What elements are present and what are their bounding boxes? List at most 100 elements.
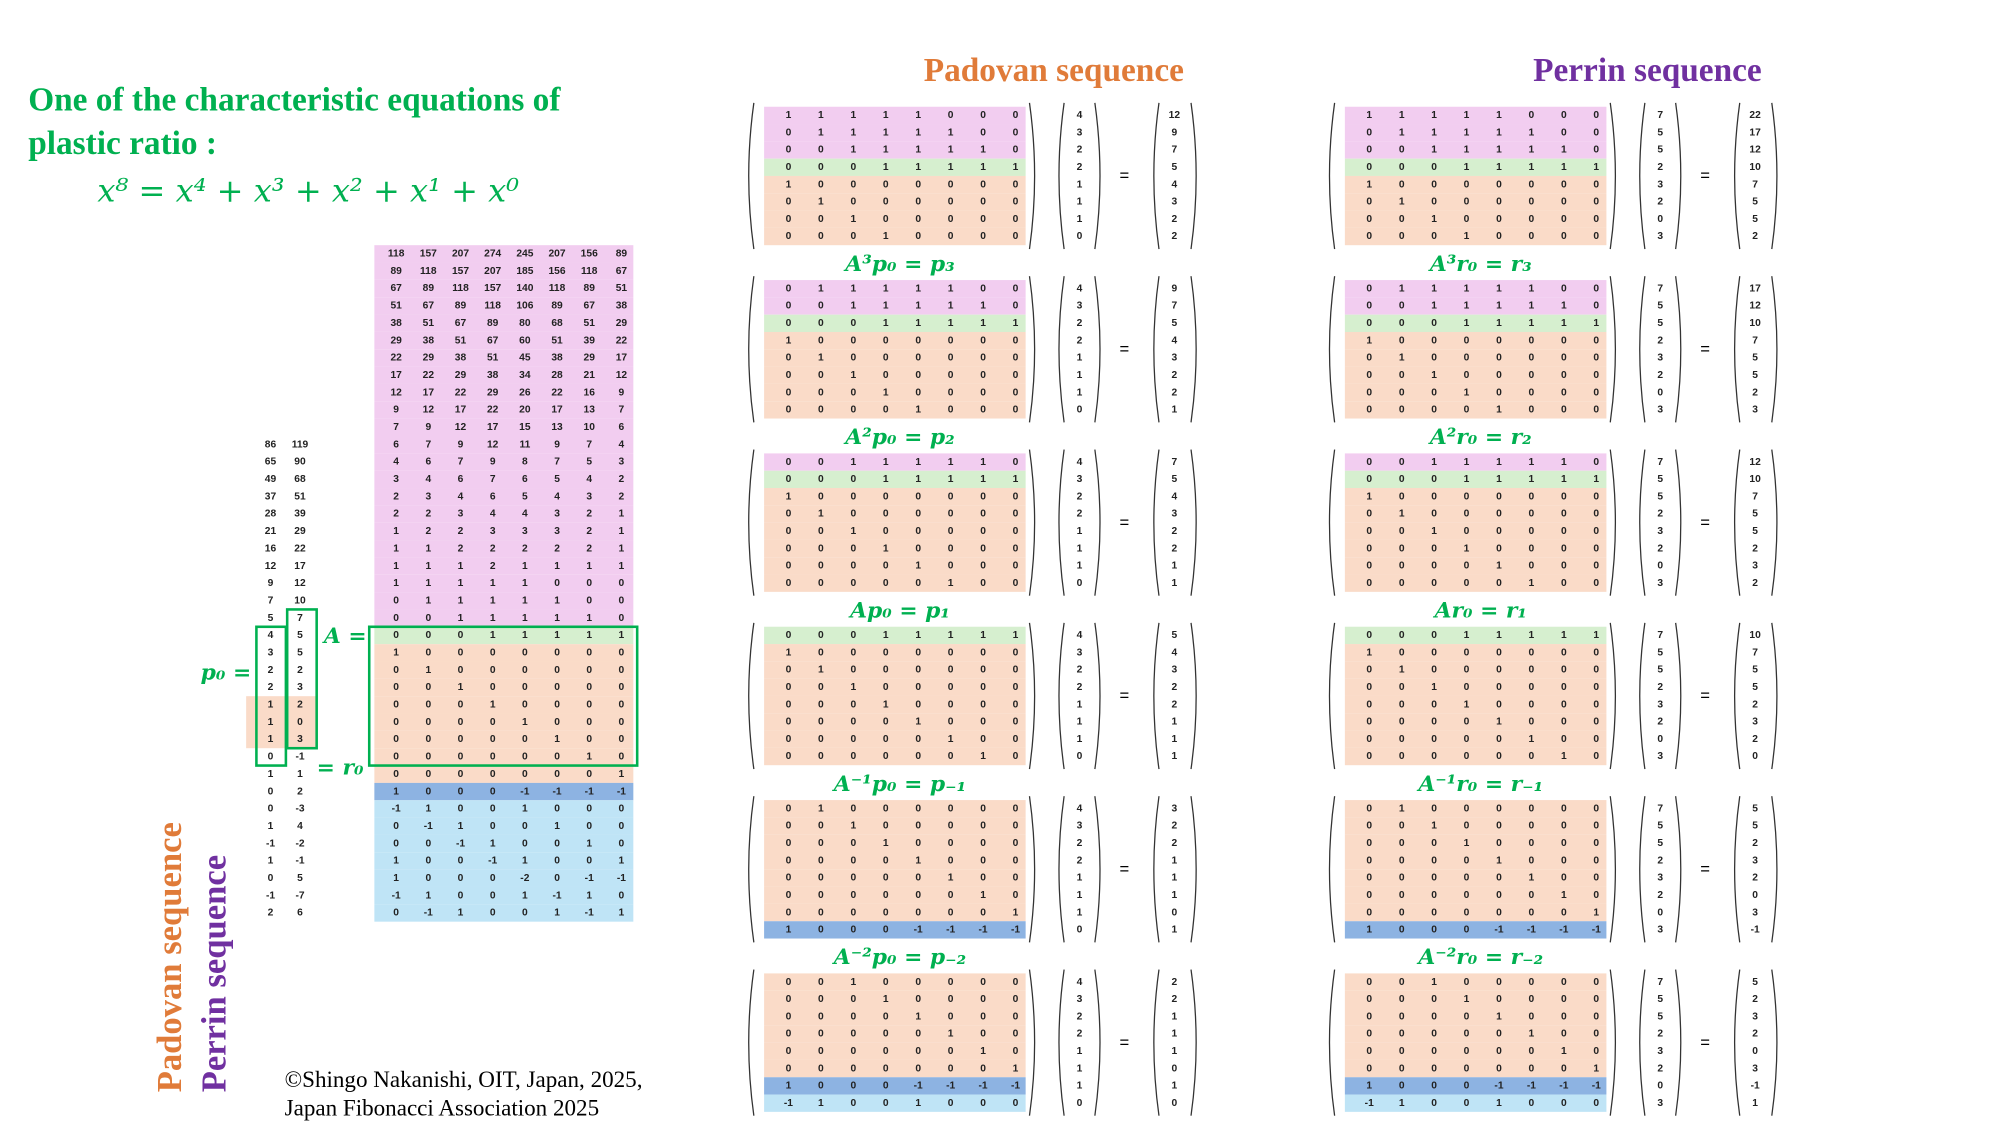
vector-label: p₀ = (201, 660, 252, 685)
matrix-cell: 0 (915, 647, 921, 658)
matrix-cell: 156 (548, 266, 565, 277)
matrix-cell: 0 (1431, 751, 1437, 762)
vector-cell: 3 (1077, 647, 1083, 658)
matrix-cell: 0 (1464, 890, 1470, 901)
sequence-cell: 7 (268, 595, 274, 606)
matrix-cell: 0 (586, 578, 592, 589)
matrix-cell: 0 (1366, 838, 1372, 849)
matrix-cell: 0 (554, 804, 560, 815)
result-cell: 1 (1172, 578, 1178, 589)
matrix-cell: 1 (1431, 127, 1437, 138)
matrix-cell: 0 (1431, 561, 1437, 572)
matrix-cell: 0 (1431, 491, 1437, 502)
matrix-cell: 2 (425, 526, 431, 537)
matrix-cell: 2 (393, 509, 399, 520)
equation-label: A²p₀ = p₂ (843, 425, 954, 450)
matrix-cell: 0 (1496, 682, 1502, 693)
equation: x⁸ = x⁴ + x³ + x² + x¹ + x⁰ (97, 171, 519, 209)
vector-cell: 3 (1657, 1046, 1663, 1057)
matrix-cell: 1 (850, 283, 856, 294)
matrix-cell: 0 (1561, 197, 1567, 208)
matrix-cell: 1 (425, 543, 431, 554)
matrix-cell: 0 (1399, 1029, 1405, 1040)
matrix-cell: 89 (616, 249, 628, 260)
result-cell: 1 (1172, 873, 1178, 884)
result-cell: 17 (1749, 283, 1761, 294)
sequence-cell: 0 (297, 717, 303, 728)
matrix-cell: 207 (548, 249, 565, 260)
row-background (1344, 280, 1607, 298)
row-background (1344, 1077, 1607, 1095)
matrix-cell: 8 (522, 457, 528, 468)
row-background (374, 557, 634, 575)
matrix-cell: 0 (850, 1081, 856, 1092)
matrix-cell: 0 (948, 110, 954, 121)
matrix-cell: 0 (1013, 1011, 1019, 1022)
matrix-cell: 0 (1013, 197, 1019, 208)
matrix-cell: 0 (1399, 734, 1405, 745)
matrix-cell: 0 (915, 578, 921, 589)
matrix-cell: 0 (883, 803, 889, 814)
equation-label: A⁻²r₀ = r₋₂ (1416, 945, 1543, 970)
matrix-cell: 1 (915, 110, 921, 121)
row-background (374, 904, 634, 922)
matrix-cell: 0 (458, 734, 464, 745)
result-cell: 7 (1172, 145, 1178, 156)
equation-label: A⁻¹r₀ = r₋₁ (1416, 772, 1543, 797)
matrix-cell: 0 (786, 665, 792, 676)
result-cell: 4 (1172, 491, 1178, 502)
matrix-cell: 26 (519, 387, 531, 398)
result-cell: 3 (1752, 1063, 1758, 1074)
matrix-cell: 1 (393, 786, 399, 797)
matrix-cell: 16 (584, 387, 596, 398)
row-background (764, 851, 1026, 870)
parenthesis (1094, 622, 1101, 770)
matrix-cell: 0 (850, 925, 856, 936)
parenthesis (1094, 102, 1101, 250)
matrix-cell: -1 (424, 821, 433, 832)
result-cell: 12 (1169, 110, 1181, 121)
row-background (1344, 141, 1607, 159)
vector-cell: 0 (1657, 387, 1663, 398)
matrix-cell: 0 (1529, 335, 1535, 346)
matrix-cell: 0 (522, 700, 528, 711)
matrix-cell: 1 (1529, 873, 1535, 884)
vector-cell: 1 (1077, 179, 1083, 190)
matrix-cell: 0 (393, 734, 399, 745)
matrix-cell: 1 (1464, 543, 1470, 554)
parenthesis (1609, 796, 1616, 943)
matrix-cell: 6 (393, 439, 399, 450)
matrix-cell: 0 (1593, 526, 1599, 537)
row-background (764, 730, 1026, 748)
matrix-cell: 0 (1593, 977, 1599, 988)
matrix-cell: 1 (586, 561, 592, 572)
matrix-cell: 0 (554, 873, 560, 884)
vector-cell: 3 (1657, 699, 1663, 710)
matrix-cell: 0 (915, 838, 921, 849)
matrix-cell: -1 (914, 925, 923, 936)
matrix-cell: 0 (818, 699, 824, 710)
result-cell: 1 (1172, 1011, 1178, 1022)
matrix-cell: 0 (980, 665, 986, 676)
matrix-cell: 0 (883, 717, 889, 728)
matrix-cell: 0 (1496, 543, 1502, 554)
matrix-cell: 0 (1561, 370, 1567, 381)
matrix-cell: 0 (1013, 665, 1019, 676)
matrix-cell: 0 (948, 214, 954, 225)
matrix-cell: 0 (786, 977, 792, 988)
matrix-cell: -1 (1494, 925, 1503, 936)
matrix-cell: 0 (1593, 301, 1599, 312)
matrix-cell: 0 (1366, 890, 1372, 901)
result-cell: 2 (1752, 543, 1758, 554)
matrix-cell: 0 (1366, 578, 1372, 589)
parenthesis (1609, 969, 1616, 1116)
matrix-cell: 0 (850, 717, 856, 728)
vector-cell: 1 (1077, 907, 1083, 918)
matrix-cell: 67 (455, 318, 467, 329)
matrix-cell: 0 (1464, 405, 1470, 416)
matrix-cell: 1 (948, 873, 954, 884)
matrix-cell: 0 (1013, 873, 1019, 884)
result-cell: 5 (1172, 318, 1178, 329)
matrix-cell: 0 (915, 1046, 921, 1057)
matrix-cell: 0 (1529, 821, 1535, 832)
